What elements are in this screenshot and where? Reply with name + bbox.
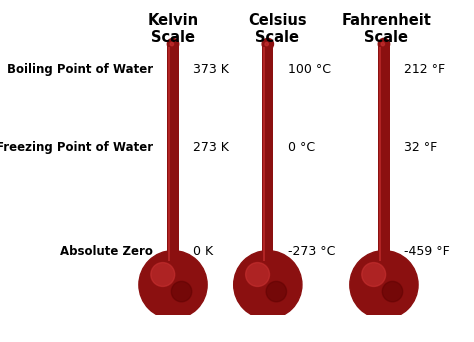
Ellipse shape	[234, 251, 302, 319]
Ellipse shape	[265, 42, 268, 46]
Text: Fahrenheit
Scale: Fahrenheit Scale	[341, 13, 431, 45]
Bar	[379, 47, 381, 261]
Text: -273 °C: -273 °C	[288, 245, 335, 258]
Text: 273 K: 273 K	[193, 141, 229, 154]
Bar	[378, 44, 390, 264]
Text: 212 °F: 212 °F	[404, 63, 445, 76]
Text: 32 °F: 32 °F	[404, 141, 437, 154]
Text: -459 °F: -459 °F	[404, 245, 450, 258]
Bar	[263, 47, 264, 261]
Ellipse shape	[378, 38, 390, 50]
Ellipse shape	[266, 281, 287, 302]
Bar	[167, 264, 179, 285]
Text: Absolute Zero: Absolute Zero	[60, 245, 153, 258]
Bar	[262, 264, 273, 285]
Text: 373 K: 373 K	[193, 63, 229, 76]
Ellipse shape	[151, 263, 175, 287]
Ellipse shape	[246, 263, 270, 287]
Bar	[167, 44, 179, 264]
Ellipse shape	[350, 251, 418, 319]
Ellipse shape	[139, 251, 207, 319]
Ellipse shape	[171, 281, 192, 302]
Text: Celsius
Scale: Celsius Scale	[248, 13, 307, 45]
Bar	[378, 264, 390, 285]
Ellipse shape	[170, 42, 173, 46]
Text: Kelvin
Scale: Kelvin Scale	[147, 13, 199, 45]
Ellipse shape	[167, 38, 179, 50]
Text: 100 °C: 100 °C	[288, 63, 331, 76]
Bar	[168, 47, 170, 261]
Text: ID 281191330  ©  Tang90246: ID 281191330 © Tang90246	[331, 324, 465, 333]
Ellipse shape	[381, 42, 384, 46]
Text: 0 K: 0 K	[193, 245, 213, 258]
Text: dreamstime.com: dreamstime.com	[9, 323, 92, 333]
Ellipse shape	[262, 38, 273, 50]
Ellipse shape	[362, 263, 386, 287]
Text: Boiling Point of Water: Boiling Point of Water	[7, 63, 153, 76]
Text: Freezing Point of Water: Freezing Point of Water	[0, 141, 153, 154]
Bar	[262, 44, 273, 264]
Text: 0 °C: 0 °C	[288, 141, 315, 154]
Ellipse shape	[382, 281, 403, 302]
